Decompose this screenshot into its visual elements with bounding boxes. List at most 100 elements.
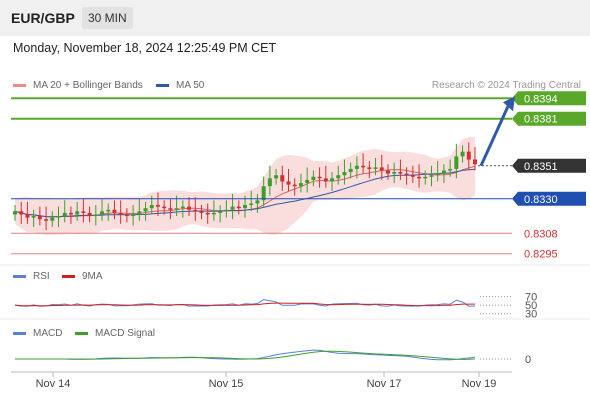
- candle-body: [193, 209, 198, 212]
- candle-body: [267, 178, 272, 187]
- candle-body: [131, 214, 136, 217]
- candle-body: [62, 212, 67, 217]
- x-tick-label: Nov 14: [36, 378, 71, 390]
- x-axis: Nov 14 Nov 15 Nov 17 Nov 19: [0, 264, 590, 390]
- x-tick-label: Nov 15: [209, 378, 244, 390]
- candle-body: [230, 206, 235, 210]
- legend-9ma-label: 9MA: [82, 271, 103, 282]
- forecast-arrow-shaft: [479, 105, 510, 167]
- candle-body: [404, 173, 409, 176]
- candle-body: [68, 212, 73, 215]
- candle-body: [342, 172, 347, 176]
- symbol-title: EUR/GBP: [11, 10, 75, 26]
- timeframe-button[interactable]: 30 MIN: [82, 7, 133, 29]
- watermark: Research © 2024 Trading Central: [431, 80, 581, 91]
- legend-macd-signal-swatch: [75, 332, 88, 335]
- rsi-tick-label: 50: [525, 300, 537, 312]
- chart-header: EUR/GBP 30 MIN: [0, 0, 590, 36]
- candle-body: [205, 212, 210, 215]
- legend-rsi-swatch: [13, 275, 26, 278]
- legend-rsi: RSI: [13, 271, 50, 282]
- level-label-bg: [512, 111, 586, 126]
- legend-ma50-swatch: [156, 84, 169, 87]
- forecast-arrow-head: [503, 96, 515, 112]
- candle-body: [143, 208, 148, 212]
- candle-body: [280, 175, 285, 182]
- candle-body: [448, 168, 453, 171]
- candle-body: [305, 179, 310, 184]
- legend-9ma-swatch: [62, 275, 75, 278]
- candle-body: [348, 168, 353, 173]
- candle-body: [311, 176, 316, 180]
- candle-body: [25, 214, 30, 218]
- candle-body: [323, 178, 328, 182]
- legend-ma50: MA 50: [156, 80, 204, 91]
- candle-body: [317, 176, 322, 179]
- legend-macd: MACD: [13, 328, 62, 339]
- candlesticks: [13, 142, 477, 231]
- candle-body: [249, 203, 254, 206]
- legend-macd-signal: MACD Signal: [75, 328, 155, 339]
- rsi-line: [14, 299, 476, 307]
- candle-body: [112, 209, 117, 213]
- legend-macd-swatch: [13, 332, 26, 335]
- level-label: 0.8381: [524, 114, 558, 126]
- level-label-bg: [512, 158, 586, 173]
- candle-body: [155, 205, 160, 207]
- candle-body: [435, 173, 440, 176]
- key-levels: 0.8394 0.8381 0.8351 0.8330 0.8308 0.8295: [11, 91, 586, 261]
- candle-body: [460, 151, 465, 157]
- legend-ma20: MA 20 + Bollinger Bands: [13, 80, 143, 91]
- candle-body: [50, 217, 55, 221]
- candle-body: [379, 167, 384, 171]
- x-tick-label: Nov 19: [462, 378, 497, 390]
- legend-macd-signal-label: MACD Signal: [95, 328, 156, 339]
- candle-body: [149, 205, 154, 209]
- candle-body: [162, 206, 167, 209]
- legend-rsi-label: RSI: [33, 271, 50, 282]
- candle-body: [168, 208, 173, 210]
- candle-body: [367, 167, 372, 169]
- candle-body: [398, 172, 403, 174]
- candle-body: [385, 170, 390, 174]
- candle-body: [466, 151, 471, 160]
- candle-body: [354, 165, 359, 169]
- candle-body: [75, 211, 80, 215]
- candle-body: [261, 186, 266, 201]
- candle-body: [361, 165, 366, 168]
- candle-body: [56, 216, 61, 218]
- candle-body: [31, 216, 36, 218]
- legend-ma20-swatch: [13, 84, 26, 87]
- candle-body: [81, 211, 86, 213]
- rsi-tick-label: 30: [525, 309, 537, 321]
- candle-body: [454, 156, 459, 169]
- candle-body: [441, 170, 446, 174]
- candle-body: [417, 176, 422, 179]
- candle-body: [286, 181, 291, 185]
- bollinger-band-area: [15, 137, 475, 236]
- candle-body: [137, 211, 142, 215]
- legend-macd-label: MACD: [33, 328, 63, 339]
- legend-ma50-label: MA 50: [176, 80, 205, 91]
- candle-body: [124, 214, 129, 217]
- candle-body: [292, 184, 297, 187]
- level-label-bg: [512, 191, 586, 206]
- candle-body: [392, 172, 397, 174]
- level-label: 0.8295: [524, 249, 558, 261]
- candle-body: [100, 211, 105, 215]
- candle-body: [174, 208, 179, 210]
- bollinger-band: [15, 137, 475, 236]
- legend-ma20-label: MA 20 + Bollinger Bands: [33, 80, 143, 91]
- timestamp: Monday, November 18, 2024 12:25:49 PM CE…: [13, 41, 277, 55]
- candle-body: [423, 176, 428, 179]
- candle-body: [37, 216, 42, 220]
- candle-body: [93, 214, 98, 217]
- candle-body: [473, 159, 477, 165]
- candle-body: [298, 183, 303, 187]
- candle-body: [180, 206, 185, 209]
- candle-body: [410, 175, 415, 177]
- candle-body: [187, 206, 192, 210]
- candle-body: [19, 211, 24, 215]
